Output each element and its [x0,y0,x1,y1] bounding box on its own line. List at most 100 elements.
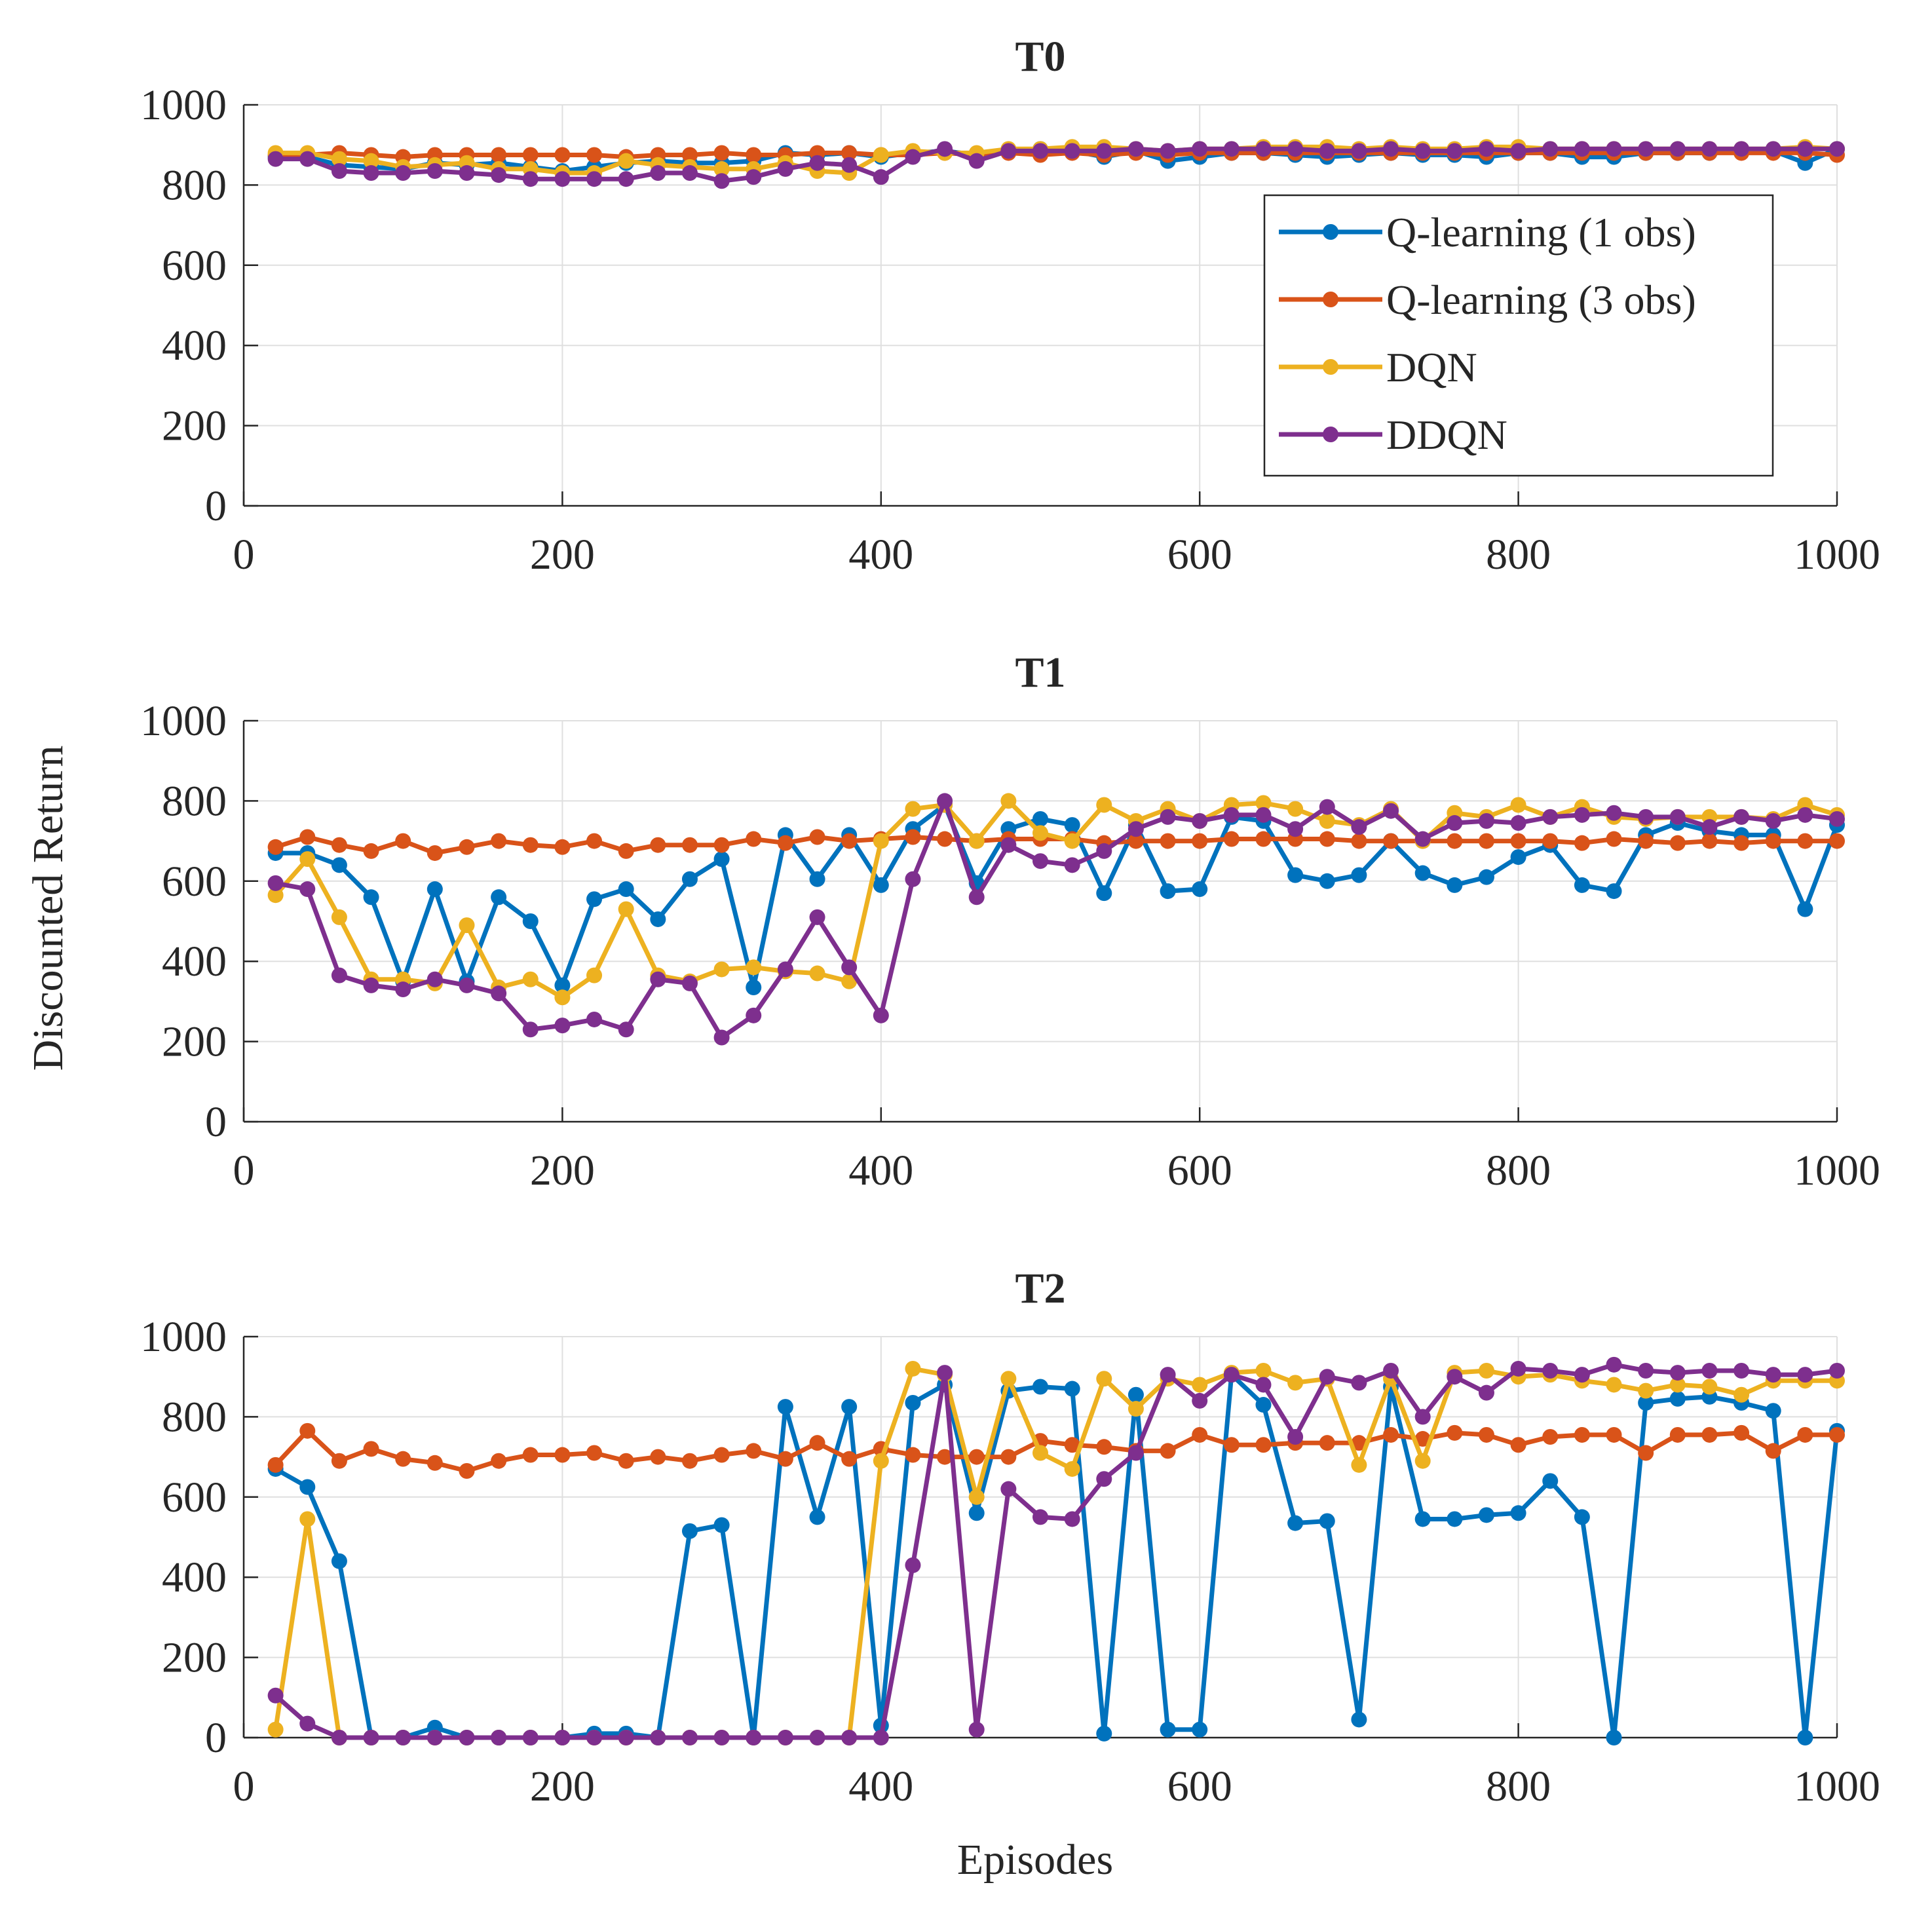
t2-point-q-learning-3-obs [267,1457,284,1473]
t2-point-ddqn [1638,1363,1654,1379]
t1-point-q-learning-1-obs [1351,867,1367,883]
t2-point-q-learning-1-obs [1797,1730,1813,1745]
t2-point-q-learning-3-obs [1701,1426,1718,1443]
t1-point-ddqn [746,1007,762,1023]
t1-line-q-learning-1-obs [275,803,1840,990]
t1-point-q-learning-3-obs [650,837,666,853]
t0-point-ddqn [1383,141,1399,157]
t0-point-ddqn [267,151,284,167]
t1-point-dqn [618,901,634,917]
t0-point-q-learning-3-obs [681,147,698,163]
t0-x-tick-label: 200 [530,531,595,579]
t1-point-q-learning-3-obs [1765,833,1781,849]
t2-point-q-learning-3-obs [299,1422,316,1439]
t1-y-tick-label: 600 [162,858,227,905]
t0-series-ddqn [267,141,1845,189]
t1-point-q-learning-3-obs [299,829,316,845]
t1-point-q-learning-3-obs [1510,833,1526,849]
t0-point-q-learning-3-obs [554,147,571,163]
t2-point-q-learning-1-obs [1032,1379,1048,1395]
t2-point-ddqn [586,1730,603,1745]
t1-point-q-learning-1-obs [491,889,507,905]
t1-point-ddqn [1000,837,1017,853]
t2-point-q-learning-3-obs [1414,1431,1431,1447]
legend-swatch-marker [1323,292,1338,307]
t2-point-dqn [1064,1460,1080,1477]
t0-point-ddqn [1223,141,1240,157]
t0-point-ddqn [1127,141,1144,157]
y-axis-label: Discounted Return [24,746,72,1071]
t2-point-ddqn [1574,1367,1590,1383]
t2-point-dqn [1032,1445,1048,1461]
t0-point-ddqn [1096,143,1112,159]
t1-point-q-learning-1-obs [586,891,603,907]
t2-point-ddqn [1096,1471,1112,1487]
t2-series-ddqn [267,1356,1845,1745]
t1-point-ddqn [905,871,921,887]
legend-box [1263,194,1774,477]
t1-point-q-learning-3-obs [1127,833,1144,849]
t2-point-ddqn [1829,1363,1845,1379]
t2-point-dqn [1255,1363,1272,1379]
t1-point-q-learning-3-obs [1192,833,1208,849]
t2-point-q-learning-1-obs [1478,1507,1494,1523]
t2-point-q-learning-3-obs [1000,1449,1017,1465]
t1-point-ddqn [491,985,507,1002]
t1-x-tick-label: 200 [530,1147,595,1194]
t1-point-q-learning-1-obs [873,877,889,893]
t0-y-tick-label: 600 [162,242,227,290]
t1-point-ddqn [1192,813,1208,829]
t2-point-q-learning-1-obs [968,1505,985,1521]
t2-point-ddqn [1542,1363,1559,1379]
t1-point-q-learning-3-obs [586,833,603,849]
t1-point-ddqn [713,1029,730,1046]
legend: Q-learning (1 obs) Q-learning (3 obs) DQN D… [1263,194,1774,477]
t0-y-tick-label: 400 [162,322,227,370]
t2-point-ddqn [459,1730,475,1745]
t1-point-ddqn [1701,819,1718,835]
t2-point-q-learning-3-obs [1319,1435,1335,1451]
t1-point-ddqn [777,961,793,978]
t2-point-q-learning-3-obs [809,1435,825,1451]
t0-x-tick-label: 1000 [1794,531,1880,579]
t1-point-q-learning-3-obs [1638,833,1654,849]
t2-x-tick-label: 800 [1486,1763,1551,1810]
t1-point-dqn [586,967,603,983]
t0-point-q-learning-3-obs [491,147,507,163]
t0-point-q-learning-3-obs [522,147,539,163]
t1-point-q-learning-3-obs [1351,833,1367,849]
t2-point-ddqn [522,1730,539,1745]
t1-point-q-learning-1-obs [1510,849,1526,866]
t2-point-q-learning-1-obs [905,1394,921,1411]
t2-point-ddqn [1510,1360,1526,1377]
t1-point-ddqn [395,982,411,998]
t1-point-dqn [873,833,889,849]
t1-point-q-learning-3-obs [1733,835,1750,851]
t2-point-dqn [1414,1453,1431,1469]
t2-point-dqn [1000,1371,1017,1387]
t2-point-q-learning-3-obs [1733,1424,1750,1441]
t0-point-ddqn [1000,143,1017,159]
t0-point-ddqn [1192,141,1208,157]
t1-point-dqn [841,973,858,989]
t0-point-ddqn [426,162,443,179]
t1-point-q-learning-3-obs [1829,833,1845,849]
t1-point-q-learning-1-obs [1064,817,1080,833]
t1-point-q-learning-3-obs [681,837,698,853]
t2-point-dqn [267,1721,284,1738]
t1-point-ddqn [681,975,698,991]
t1-point-q-learning-1-obs [1414,865,1431,881]
t1-point-q-learning-1-obs [809,871,825,887]
t0-point-dqn [363,153,379,169]
t2-point-dqn [1638,1382,1654,1399]
t1-point-ddqn [1478,813,1494,829]
t0-y-tick-label: 200 [162,402,227,450]
t2-point-ddqn [331,1730,347,1745]
t2-x-tick-label: 1000 [1794,1763,1880,1810]
t1-point-q-learning-1-obs [713,851,730,867]
t1-point-ddqn [809,909,825,925]
t2-point-ddqn [1765,1367,1781,1383]
t0-point-ddqn [459,165,475,181]
t2-point-q-learning-1-obs [1447,1511,1463,1527]
t1-point-dqn [746,959,762,976]
